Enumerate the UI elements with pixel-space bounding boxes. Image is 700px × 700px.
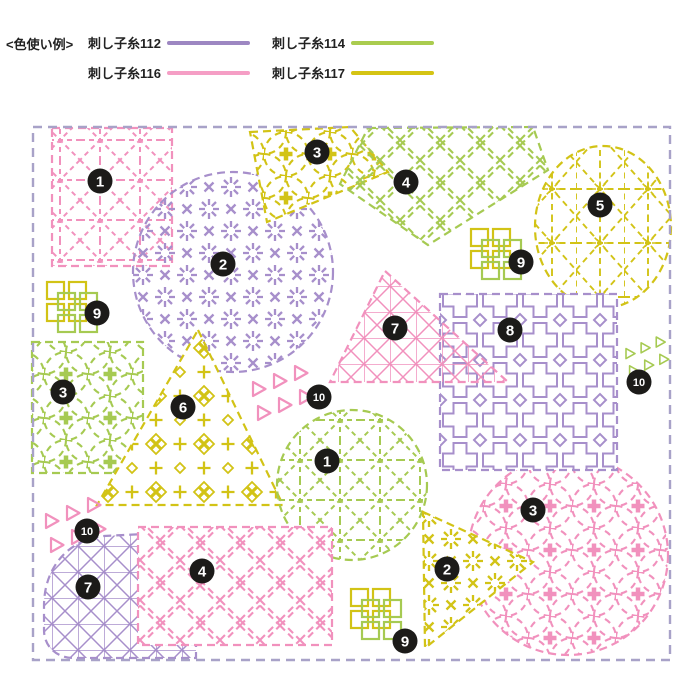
badge-6-yellow-triangle: 6 <box>170 394 196 420</box>
badge-3-yellow-quad: 3 <box>304 139 330 165</box>
block-4b-pink-rect-slashes <box>136 525 334 647</box>
sampler-frame-border <box>31 125 672 662</box>
legend-title: <色使い例> <box>6 37 74 52</box>
legend-label: 刺し子糸117 <box>272 66 345 81</box>
legend-item-thread-112: 刺し子糸112 <box>88 33 250 52</box>
block-4-green-polygon-slashes <box>338 125 550 247</box>
svg-text:10: 10 <box>633 377 645 389</box>
svg-text:3: 3 <box>59 385 67 402</box>
svg-text:2: 2 <box>219 257 227 274</box>
legend-label: 刺し子糸112 <box>88 36 161 51</box>
svg-text:1: 1 <box>323 454 331 471</box>
svg-text:7: 7 <box>391 321 399 338</box>
block-1b-green-circle-lattice <box>275 408 429 562</box>
badge-2-yellow-triangle: 2 <box>434 556 460 582</box>
block-7b-purple-blob-grid <box>42 532 198 660</box>
legend-color-line <box>166 40 250 45</box>
badge-9-squares-bottom: 9 <box>392 628 418 654</box>
block-3-yellow-quad-shippo <box>248 125 390 224</box>
badge-10-green-cluster: 10 <box>626 369 652 395</box>
svg-text:6: 6 <box>179 400 187 417</box>
badge-7-purple-blob: 7 <box>75 574 101 600</box>
legend-item-thread-116: 刺し子糸116 <box>88 63 250 82</box>
badge-4-pink-rect: 4 <box>189 558 215 584</box>
badge-4-green-polygon: 4 <box>393 169 419 195</box>
svg-text:4: 4 <box>402 175 411 192</box>
block-6-yellow-triangle-hanabishi <box>95 327 285 507</box>
block-2b-yellow-triangle-stars <box>421 510 536 651</box>
badge-3-green-square: 3 <box>50 379 76 405</box>
badge-10-left-cluster: 10 <box>74 518 100 544</box>
legend-color-line <box>350 40 434 45</box>
badge-9-squares-left: 9 <box>84 300 110 326</box>
badge-7-pink-triangle: 7 <box>382 315 408 341</box>
badge-10-mid-cluster: 10 <box>306 384 332 410</box>
badge-1-green-circle: 1 <box>314 448 340 474</box>
svg-text:9: 9 <box>517 255 525 272</box>
legend-item-thread-117: 刺し子糸117 <box>272 63 434 82</box>
legend-color-line <box>166 70 250 75</box>
triangle-cluster-motif-10c <box>626 337 669 376</box>
svg-text:7: 7 <box>84 580 92 597</box>
legend-item-thread-114: 刺し子糸114 <box>272 33 434 52</box>
triangle-cluster-motif-10a <box>253 366 313 420</box>
block-5-yellow-circle-asanoha <box>533 144 673 310</box>
badge-3-pink-circle: 3 <box>520 497 546 523</box>
svg-text:10: 10 <box>313 392 325 404</box>
block-2-purple-circle-stars <box>131 170 335 374</box>
svg-text:10: 10 <box>81 526 93 538</box>
svg-text:9: 9 <box>93 306 101 323</box>
badge-2-purple-circle: 2 <box>210 251 236 277</box>
svg-text:8: 8 <box>506 323 514 340</box>
legend-label: 刺し子糸114 <box>272 36 345 51</box>
badge-5-asanoha-circle: 5 <box>587 192 613 218</box>
badge-8-purple-rect: 8 <box>497 317 523 343</box>
svg-text:4: 4 <box>198 564 207 581</box>
block-3b-green-square-shippo <box>30 340 145 475</box>
svg-text:3: 3 <box>529 503 537 520</box>
svg-text:3: 3 <box>313 145 321 162</box>
legend-label: 刺し子糸116 <box>88 66 161 81</box>
svg-text:1: 1 <box>96 174 104 191</box>
block-7-pink-triangle-grid <box>328 269 511 384</box>
interlocking-squares-motif-9c <box>349 587 403 641</box>
badge-9-squares-top-right: 9 <box>508 249 534 275</box>
legend-color-line <box>350 70 434 75</box>
svg-text:9: 9 <box>401 634 409 651</box>
badge-1-pink-square: 1 <box>87 168 113 194</box>
svg-text:2: 2 <box>443 562 451 579</box>
svg-text:5: 5 <box>596 198 604 215</box>
